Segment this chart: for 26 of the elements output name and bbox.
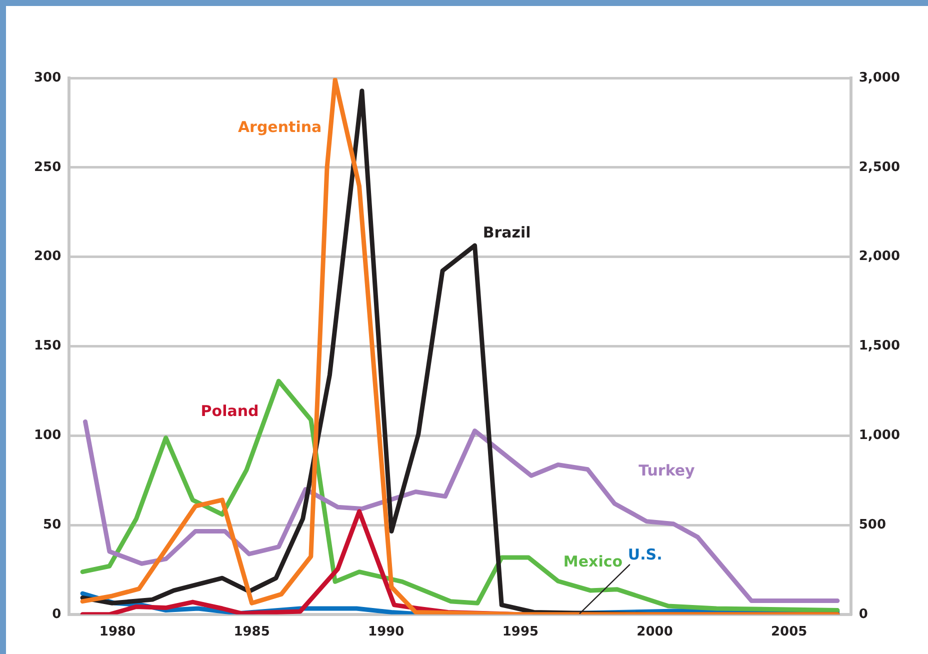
y-tick-label: 0 bbox=[52, 606, 62, 622]
series-label: Brazil bbox=[482, 223, 531, 242]
y-tick-label: 200 bbox=[34, 249, 62, 264]
y2-tick-label: 2,500 bbox=[858, 160, 900, 175]
y-tick-label: 50 bbox=[43, 517, 62, 532]
text: Poland bbox=[200, 402, 259, 420]
y2-tick-label: 1,500 bbox=[858, 338, 900, 354]
y2-tick-label: 0 bbox=[858, 606, 868, 622]
series-label: Mexico bbox=[563, 552, 623, 570]
x-tick-label: 2005 bbox=[771, 624, 808, 640]
x-tick-label: 1990 bbox=[368, 624, 404, 640]
y-tick-label: 100 bbox=[34, 428, 62, 443]
y2-tick-label: 500 bbox=[858, 517, 886, 532]
text: U.S. bbox=[628, 545, 662, 564]
y-tick-label: 150 bbox=[34, 338, 62, 354]
x-tick-label: 1985 bbox=[234, 624, 270, 640]
x-tick-label: 1995 bbox=[502, 624, 539, 640]
y2-tick-label: 3,000 bbox=[858, 70, 900, 86]
y-tick-label: 250 bbox=[34, 160, 62, 175]
series-label: Argentina bbox=[238, 118, 322, 136]
x-tick-label: 1980 bbox=[99, 624, 136, 640]
y2-tick-label: 1,000 bbox=[858, 428, 900, 443]
y-tick-label: 300 bbox=[34, 70, 62, 86]
y2-tick-label: 2,000 bbox=[858, 249, 900, 264]
x-tick-label: 2000 bbox=[636, 624, 673, 640]
text: Turkey bbox=[638, 461, 696, 480]
